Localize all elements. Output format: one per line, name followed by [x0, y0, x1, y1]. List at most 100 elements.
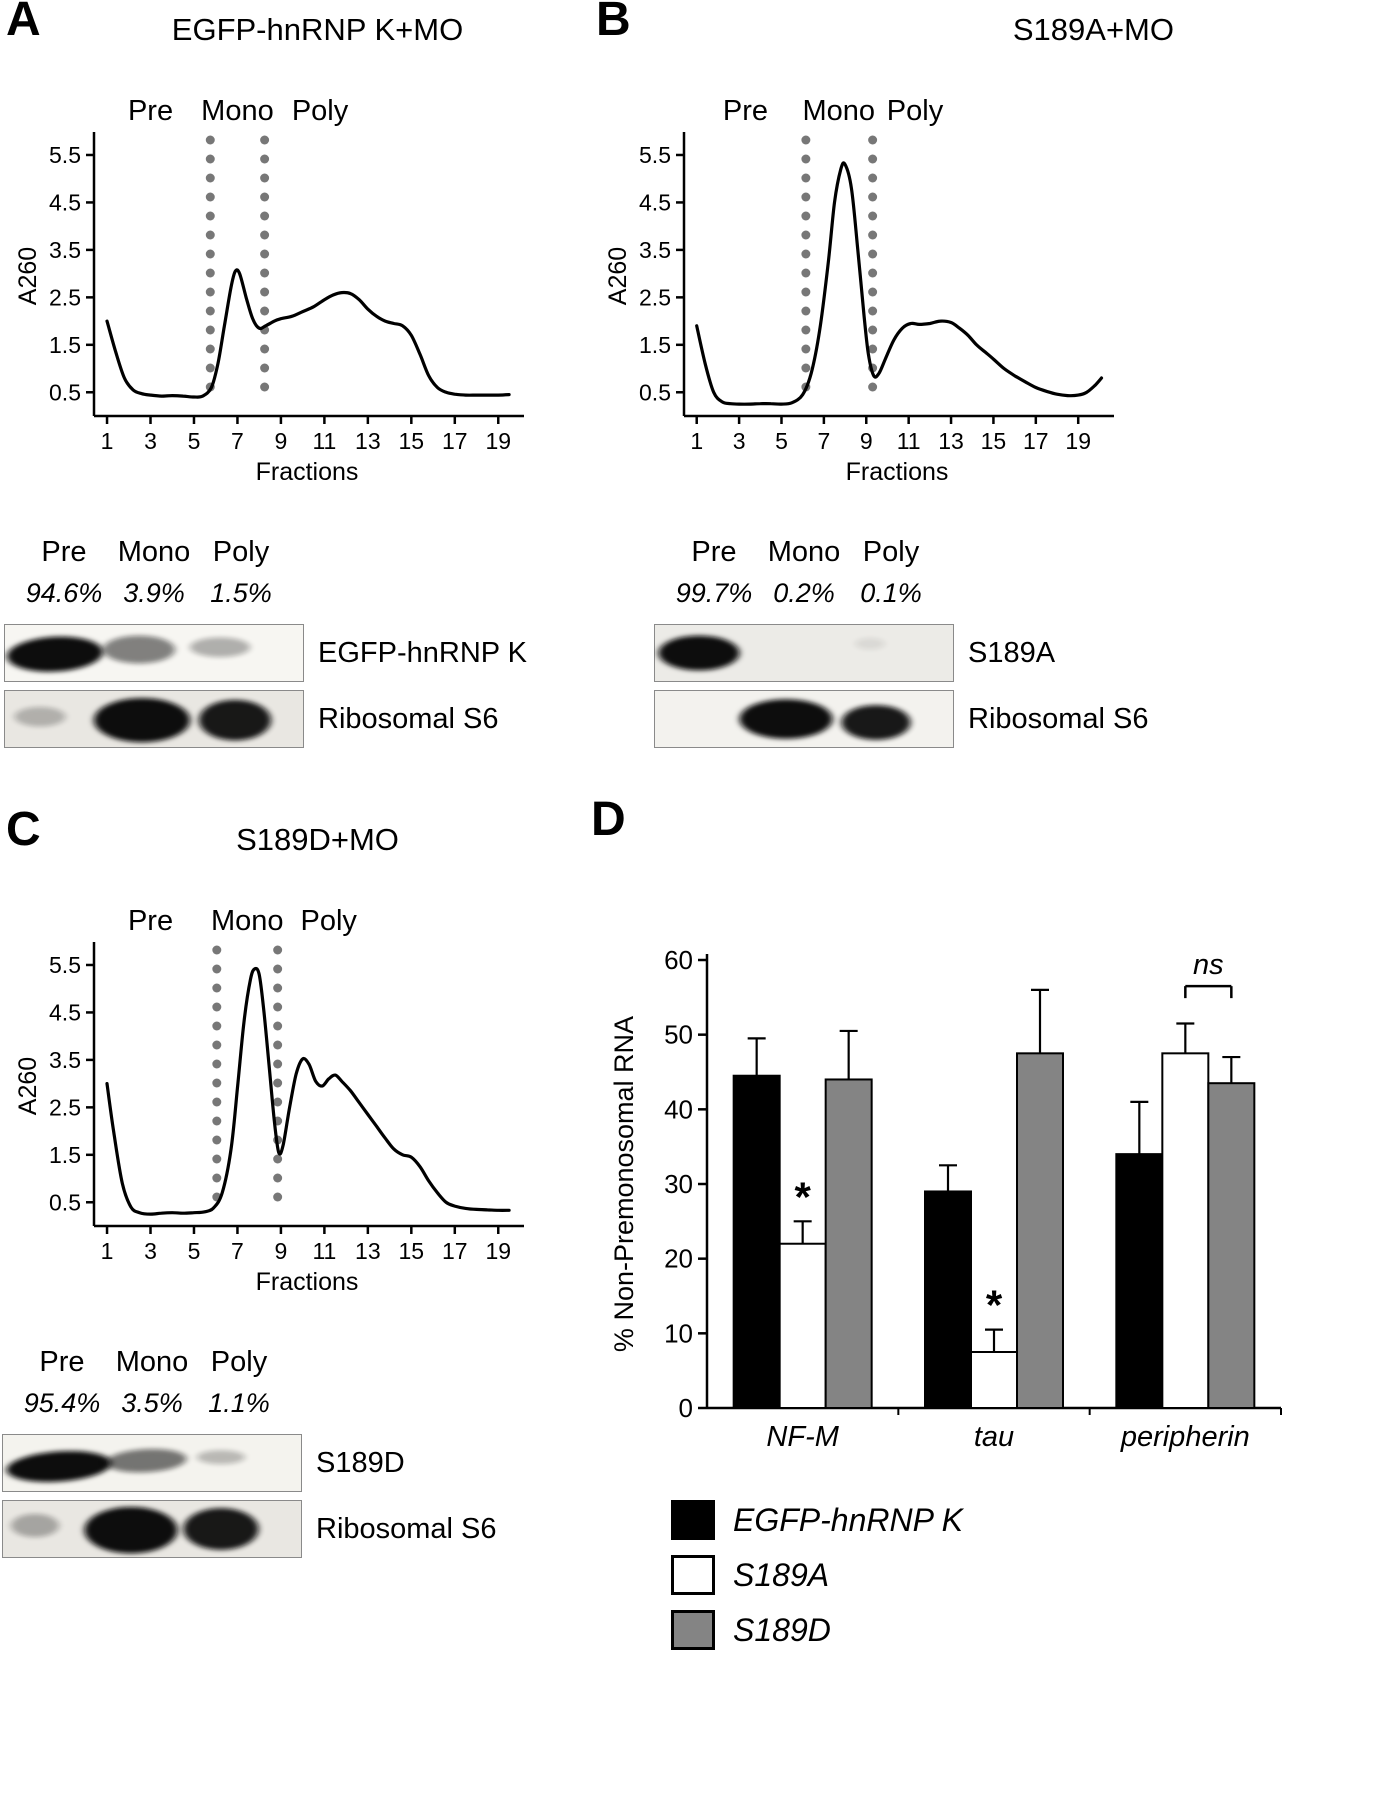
- svg-text:1: 1: [101, 428, 114, 454]
- svg-text:20: 20: [664, 1244, 693, 1274]
- svg-text:tau: tau: [974, 1421, 1014, 1453]
- lane-label-pre: Pre: [41, 536, 87, 568]
- panel-b-title: S189A+MO: [1012, 12, 1174, 47]
- lane-label-poly: Poly: [212, 536, 270, 568]
- lane-percentage-pre: 94.6%: [25, 578, 103, 608]
- panel-a-blot-section: Pre Mono Poly 94.6% 3.9% 1.5% EGFP-hnRNP…: [4, 536, 565, 748]
- svg-text:13: 13: [355, 428, 381, 454]
- svg-text:60: 60: [664, 945, 693, 975]
- lane-label-mono: Mono: [767, 536, 841, 568]
- svg-text:peripherin: peripherin: [1120, 1421, 1250, 1453]
- svg-text:Mono: Mono: [201, 95, 274, 127]
- svg-text:2.5: 2.5: [49, 1094, 81, 1120]
- blot-row: S189D: [2, 1434, 565, 1492]
- svg-text:0: 0: [679, 1393, 693, 1423]
- bar-chart-non-premonosomal-rna: 0 10 20 30 40 50 60 % Non-Premonosomal RNA NF-M t…: [609, 945, 1282, 1453]
- svg-text:19: 19: [485, 1238, 511, 1264]
- svg-text:Fractions: Fractions: [256, 1268, 359, 1296]
- legend-label: S189D: [733, 1611, 831, 1648]
- svg-text:5: 5: [188, 428, 201, 454]
- svg-text:4.5: 4.5: [49, 999, 81, 1025]
- svg-text:2.5: 2.5: [49, 284, 81, 310]
- chart-legend: EGFP-hnRNP K S189A S189D: [671, 1500, 1396, 1650]
- legend-label: S189A: [733, 1556, 830, 1593]
- svg-text:17: 17: [442, 428, 468, 454]
- panel-d-letter: D: [591, 793, 626, 846]
- svg-text:7: 7: [817, 428, 830, 454]
- legend-swatch-gray: [671, 1610, 715, 1650]
- lane-label-pre: Pre: [39, 1346, 85, 1378]
- svg-text:3.5: 3.5: [49, 1047, 81, 1073]
- svg-text:4.5: 4.5: [639, 189, 671, 215]
- svg-text:19: 19: [1065, 428, 1091, 454]
- polysome-profile-chart-a: 0.51.52.53.54.55.51 3 5 7 9 11 13 15 17 19Fractio…: [14, 95, 524, 486]
- panel-b-header: B S189A+MO: [590, 0, 1230, 56]
- svg-text:5: 5: [775, 428, 788, 454]
- svg-text:*: *: [794, 1173, 811, 1220]
- lane-percentage-poly: 0.1%: [860, 578, 922, 608]
- lane-label-row: Pre Mono Poly: [4, 536, 304, 578]
- svg-text:50: 50: [664, 1020, 693, 1050]
- svg-text:15: 15: [399, 428, 425, 454]
- svg-text:11: 11: [897, 428, 921, 454]
- svg-text:15: 15: [399, 1238, 425, 1264]
- panel-c: C S189D+MO 0.5 1.5 2.5 3.5 4.5 5.5 1 3 5 7 9 11 13 15…: [0, 803, 565, 1558]
- panel-c-header: C S189D+MO: [0, 803, 565, 866]
- blot-label: Ribosomal S6: [318, 702, 499, 735]
- lane-percentage-row: 94.6% 3.9% 1.5%: [4, 578, 304, 616]
- svg-text:5: 5: [188, 1238, 201, 1264]
- svg-text:13: 13: [938, 428, 964, 454]
- panel-c-letter: C: [6, 803, 41, 856]
- svg-text:3: 3: [733, 428, 746, 454]
- svg-text:Mono: Mono: [802, 95, 875, 127]
- lane-percentage-row: 99.7% 0.2% 0.1%: [654, 578, 954, 616]
- western-blot-ribosomal-s6-image: [4, 690, 304, 748]
- svg-text:NF-M: NF-M: [766, 1421, 839, 1453]
- panel-c-title: S189D+MO: [236, 822, 399, 857]
- svg-text:5.5: 5.5: [49, 142, 81, 168]
- svg-text:30: 30: [664, 1169, 693, 1199]
- svg-text:4.5: 4.5: [49, 189, 81, 215]
- lane-percentage-pre: 95.4%: [23, 1388, 101, 1418]
- western-blot-s189a-image: [654, 624, 954, 682]
- svg-text:1: 1: [690, 428, 703, 454]
- legend-item-egfp-hnrnpk: EGFP-hnRNP K: [671, 1500, 1396, 1540]
- svg-text:A260: A260: [604, 247, 632, 305]
- svg-text:Poly: Poly: [292, 95, 349, 127]
- svg-text:40: 40: [664, 1094, 693, 1124]
- lane-label-mono: Mono: [115, 1346, 189, 1378]
- lane-percentage-mono: 3.5%: [121, 1388, 183, 1418]
- panel-b-blot-section: Pre Mono Poly 99.7% 0.2% 0.1% S189A Ribo…: [654, 536, 1230, 748]
- svg-text:ns: ns: [1193, 949, 1224, 981]
- blot-label: Ribosomal S6: [316, 1512, 497, 1545]
- svg-text:0.5: 0.5: [49, 379, 81, 405]
- legend-item-s189a: S189A: [671, 1555, 1396, 1595]
- legend-item-s189d: S189D: [671, 1610, 1396, 1650]
- svg-text:1.5: 1.5: [49, 332, 81, 358]
- lane-percentage-poly: 1.5%: [210, 578, 272, 608]
- svg-text:3.5: 3.5: [639, 237, 671, 263]
- svg-text:13: 13: [355, 1238, 381, 1264]
- blot-label: S189D: [316, 1446, 405, 1479]
- panel-a-letter: A: [6, 0, 41, 46]
- western-blot-egfp-hnrnpk-image: [4, 624, 304, 682]
- panel-d-header: D: [585, 793, 1396, 856]
- svg-text:11: 11: [312, 1238, 336, 1264]
- svg-text:17: 17: [1023, 428, 1049, 454]
- svg-text:Fractions: Fractions: [256, 458, 359, 486]
- panel-a-title: EGFP-hnRNP K+MO: [171, 12, 464, 47]
- svg-text:1.5: 1.5: [49, 1142, 81, 1168]
- lane-percentage-mono: 3.9%: [123, 578, 185, 608]
- svg-text:9: 9: [275, 428, 288, 454]
- blot-label: S189A: [968, 636, 1056, 669]
- svg-text:Fractions: Fractions: [846, 458, 949, 486]
- svg-text:11: 11: [312, 428, 336, 454]
- western-blot-ribosomal-s6-image: [2, 1500, 302, 1558]
- lane-label-poly: Poly: [210, 1346, 268, 1378]
- lane-percentage-pre: 99.7%: [675, 578, 753, 608]
- lane-label-mono: Mono: [117, 536, 191, 568]
- panel-a-header: A EGFP-hnRNP K+MO: [0, 0, 565, 56]
- lane-percentage-row: 95.4% 3.5% 1.1%: [2, 1388, 302, 1426]
- svg-text:3.5: 3.5: [49, 237, 81, 263]
- blot-row: Ribosomal S6: [2, 1500, 565, 1558]
